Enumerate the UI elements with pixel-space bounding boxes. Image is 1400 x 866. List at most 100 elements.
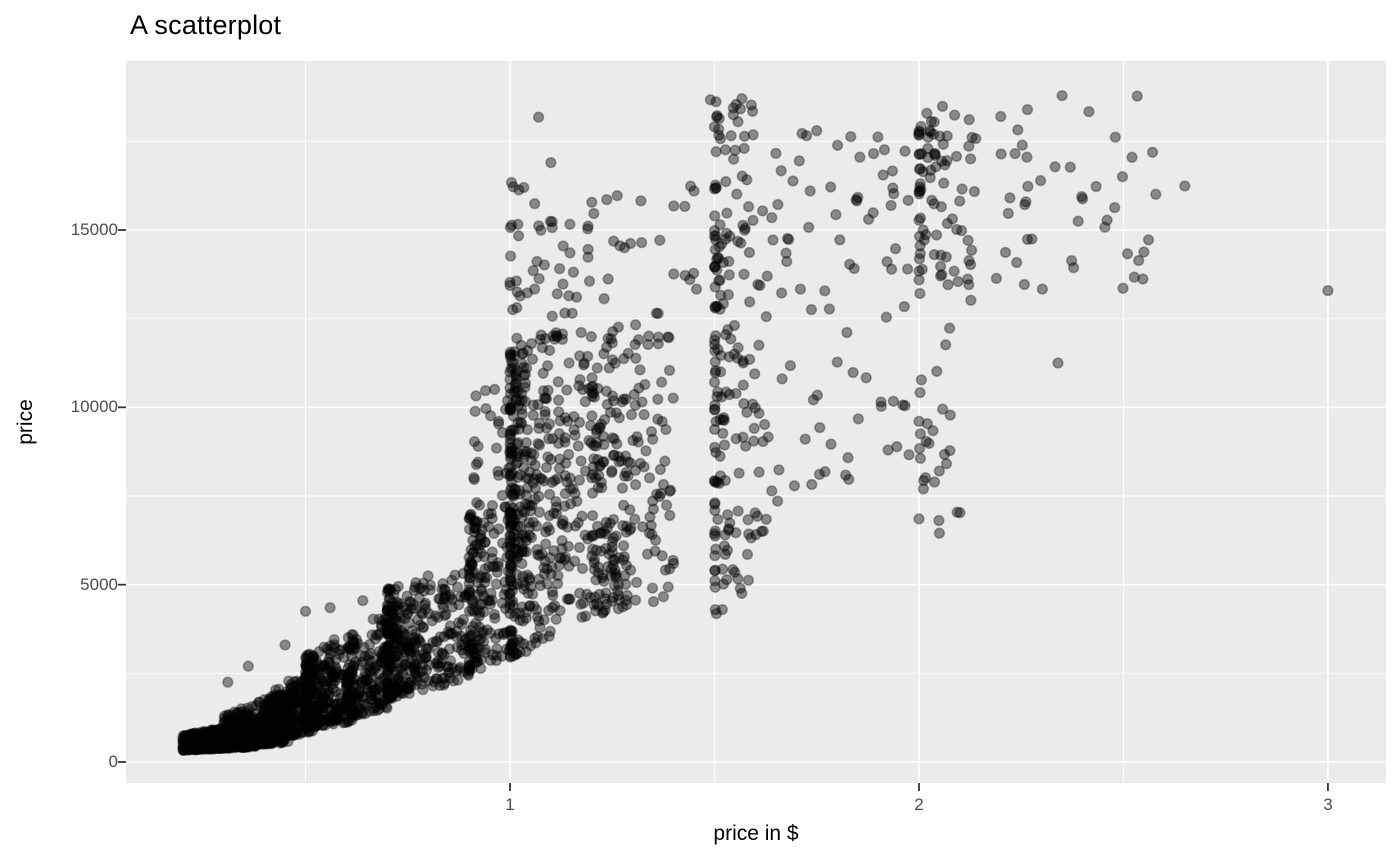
data-point bbox=[532, 437, 544, 450]
data-point bbox=[180, 739, 192, 751]
data-point bbox=[773, 464, 785, 476]
data-point bbox=[736, 587, 748, 600]
data-point bbox=[187, 739, 199, 751]
data-point bbox=[228, 735, 240, 747]
data-point bbox=[241, 721, 254, 733]
data-point bbox=[244, 732, 256, 745]
data-point bbox=[245, 727, 257, 739]
data-point bbox=[948, 109, 961, 121]
data-point bbox=[244, 730, 256, 743]
data-point bbox=[222, 728, 234, 740]
data-point bbox=[504, 651, 517, 663]
data-point bbox=[762, 431, 774, 443]
data-point bbox=[236, 720, 248, 732]
data-point bbox=[189, 740, 201, 752]
data-point bbox=[177, 736, 189, 748]
data-point bbox=[507, 531, 519, 543]
data-point bbox=[279, 639, 291, 651]
data-point bbox=[215, 735, 227, 748]
data-point bbox=[625, 564, 637, 576]
data-point bbox=[222, 725, 235, 737]
data-point bbox=[199, 730, 211, 743]
data-point bbox=[194, 736, 207, 749]
data-point bbox=[199, 726, 211, 738]
data-point bbox=[761, 270, 773, 282]
data-point bbox=[233, 720, 246, 732]
data-point bbox=[1012, 124, 1024, 136]
data-point bbox=[239, 741, 251, 753]
data-point bbox=[400, 634, 413, 647]
data-point bbox=[504, 382, 516, 394]
data-point bbox=[194, 735, 206, 747]
data-point bbox=[748, 422, 760, 435]
data-point bbox=[191, 736, 203, 748]
data-point bbox=[793, 155, 805, 167]
data-point bbox=[576, 510, 588, 522]
data-point bbox=[545, 568, 557, 580]
data-point bbox=[544, 625, 556, 637]
data-point bbox=[341, 691, 354, 703]
data-point bbox=[215, 736, 227, 748]
data-point bbox=[383, 685, 395, 697]
data-point bbox=[229, 736, 241, 748]
data-point bbox=[655, 376, 668, 388]
data-point bbox=[208, 739, 220, 751]
data-point bbox=[292, 726, 304, 739]
data-point bbox=[178, 744, 190, 756]
data-point bbox=[825, 438, 837, 450]
data-point bbox=[242, 736, 254, 748]
data-point bbox=[616, 482, 629, 494]
data-point bbox=[218, 727, 230, 740]
data-point bbox=[471, 497, 483, 509]
data-point bbox=[729, 144, 741, 156]
data-point bbox=[1021, 233, 1034, 246]
data-point bbox=[201, 728, 214, 740]
data-point bbox=[189, 742, 201, 755]
data-point bbox=[243, 740, 255, 752]
data-point bbox=[219, 738, 231, 751]
data-point bbox=[512, 437, 524, 449]
data-point bbox=[201, 738, 213, 751]
data-point bbox=[903, 449, 915, 461]
data-point bbox=[902, 194, 914, 207]
data-point bbox=[385, 633, 397, 646]
data-point bbox=[240, 732, 253, 744]
data-point bbox=[225, 720, 237, 732]
data-point bbox=[632, 436, 644, 448]
data-point bbox=[249, 730, 261, 742]
data-point bbox=[216, 730, 229, 743]
data-point bbox=[204, 742, 217, 755]
data-point bbox=[913, 214, 925, 226]
data-point bbox=[410, 668, 422, 680]
data-point bbox=[867, 207, 879, 219]
data-point bbox=[231, 736, 243, 748]
data-point bbox=[624, 504, 636, 516]
data-point bbox=[803, 221, 815, 234]
data-point bbox=[688, 185, 700, 197]
data-point bbox=[709, 399, 721, 411]
data-point bbox=[191, 734, 203, 747]
data-point bbox=[916, 263, 928, 276]
data-point bbox=[238, 740, 251, 752]
data-point bbox=[470, 390, 482, 402]
data-point bbox=[825, 181, 837, 193]
data-point bbox=[217, 728, 230, 741]
data-point bbox=[217, 733, 229, 745]
data-point bbox=[177, 744, 189, 756]
data-point bbox=[963, 114, 975, 126]
data-point bbox=[925, 164, 937, 176]
x-tick-label: 2 bbox=[914, 795, 924, 814]
data-point bbox=[531, 611, 544, 623]
data-point bbox=[204, 735, 216, 747]
data-point bbox=[424, 579, 437, 591]
data-point bbox=[244, 735, 256, 747]
data-point bbox=[190, 735, 203, 747]
data-point bbox=[414, 619, 426, 631]
data-point bbox=[240, 741, 252, 753]
data-point bbox=[181, 739, 193, 751]
data-point bbox=[635, 195, 647, 207]
data-point bbox=[936, 268, 948, 281]
data-point bbox=[941, 155, 953, 167]
data-point bbox=[598, 575, 610, 588]
data-point bbox=[938, 177, 950, 189]
